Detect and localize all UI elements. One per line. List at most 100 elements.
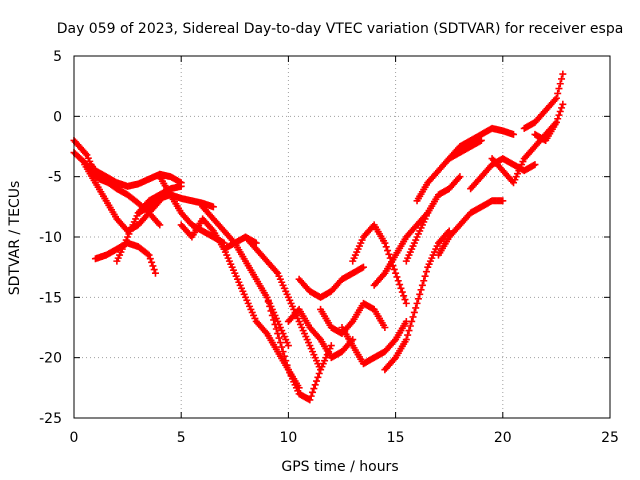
x-tick-label: 5 (177, 430, 186, 446)
data-point (208, 225, 216, 233)
data-point (455, 174, 463, 182)
data-point (148, 258, 156, 266)
series-t2 (70, 136, 185, 190)
y-tick-label: 0 (53, 109, 62, 125)
y-axis-label: SDTVAR / TECUs (7, 181, 23, 296)
data-point (309, 388, 317, 396)
data-point (392, 269, 400, 277)
data-point (417, 286, 425, 294)
data-point (555, 85, 563, 93)
data-point (409, 313, 417, 321)
series-t15 (317, 299, 389, 338)
data-point (310, 385, 318, 393)
data-point (145, 251, 153, 259)
series-t26 (520, 70, 567, 132)
series-t21 (413, 136, 485, 205)
data-point (531, 161, 539, 169)
data-point (394, 277, 402, 285)
data-point (82, 149, 90, 157)
x-tick-label: 25 (601, 430, 619, 446)
data-point (280, 352, 288, 360)
data-point (510, 130, 518, 138)
x-tick-label: 0 (70, 430, 79, 446)
grid-lines (74, 56, 610, 418)
data-point (275, 334, 283, 342)
data-point (559, 70, 567, 78)
series-t22 (434, 197, 507, 259)
data-point (385, 250, 393, 258)
data-point (209, 203, 217, 211)
data-point (390, 337, 398, 345)
data-points (70, 70, 567, 404)
data-point (559, 100, 567, 108)
data-point (558, 75, 566, 83)
data-point (311, 381, 319, 389)
chart-title: Day 059 of 2023, Sidereal Day-to-day VTE… (57, 21, 624, 37)
data-point (307, 392, 315, 400)
x-tick-label: 20 (494, 430, 512, 446)
data-point (177, 182, 185, 190)
data-point (422, 268, 430, 276)
y-tick-label: -15 (39, 290, 62, 306)
data-point (271, 320, 279, 328)
data-point (359, 263, 367, 271)
x-tick-label: 10 (279, 430, 297, 446)
data-point (404, 331, 412, 339)
data-point (396, 281, 404, 289)
data-point (551, 96, 559, 104)
data-point (401, 296, 409, 304)
series-t23 (445, 124, 518, 163)
data-point (315, 334, 323, 342)
data-point (552, 118, 560, 126)
data-point (420, 277, 428, 285)
data-point (264, 298, 272, 306)
data-point (313, 377, 321, 385)
data-point (552, 94, 560, 102)
data-point (83, 151, 91, 159)
data-point (413, 299, 421, 307)
data-point (406, 322, 414, 330)
y-tick-label: 5 (53, 49, 62, 65)
series-t13 (284, 305, 357, 362)
data-point (402, 336, 410, 344)
data-point (381, 324, 389, 331)
data-point (283, 361, 291, 369)
data-point (418, 281, 426, 289)
x-tick-label: 15 (387, 430, 405, 446)
data-point (381, 239, 389, 247)
data-point (272, 325, 280, 333)
data-point (279, 348, 287, 356)
y-tick-label: -25 (39, 411, 62, 427)
data-point (154, 219, 162, 227)
series-t17 (349, 221, 410, 307)
data-point (146, 255, 154, 263)
data-point (558, 104, 566, 112)
data-point (390, 355, 398, 363)
data-point (416, 290, 424, 298)
data-point (274, 330, 282, 338)
x-axis-label: GPS time / hours (281, 459, 398, 475)
data-point (384, 247, 392, 255)
data-point (412, 304, 420, 312)
data-point (556, 80, 564, 88)
data-point (347, 319, 355, 327)
series-t27 (531, 100, 567, 144)
data-point (278, 343, 286, 351)
y-tick-label: -10 (39, 230, 62, 246)
series-t20 (402, 173, 464, 265)
data-point (414, 295, 422, 303)
data-point (421, 272, 429, 280)
data-point (499, 197, 507, 205)
data-point (554, 115, 562, 123)
data-point (284, 342, 292, 350)
data-point (554, 89, 562, 97)
data-point (398, 288, 406, 296)
data-point (156, 221, 164, 229)
data-point (268, 311, 276, 319)
data-point (144, 250, 152, 258)
data-point (267, 307, 275, 315)
x-tick-labels: 0 5 10 15 20 25 (70, 430, 619, 446)
y-tick-labels: -25 -20 -15 -10 -5 0 5 (39, 49, 62, 427)
